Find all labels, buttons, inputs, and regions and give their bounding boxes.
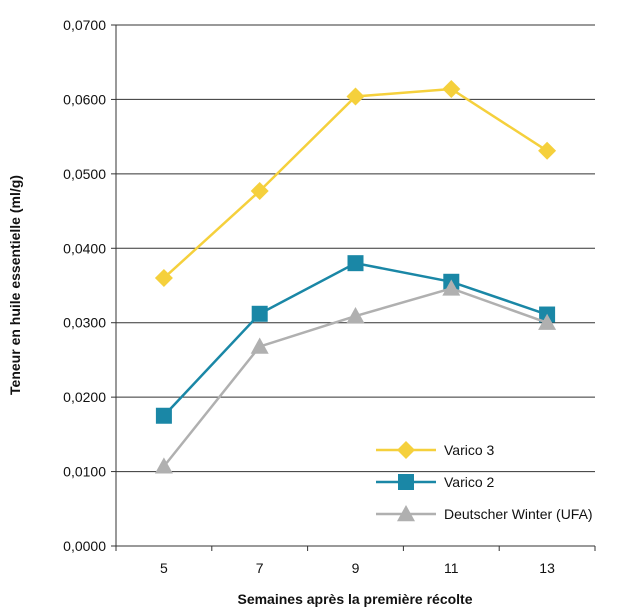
data-point <box>442 279 461 296</box>
series-1 <box>155 255 556 424</box>
x-ticks: 5 7 9 11 13 <box>115 546 596 576</box>
data-point <box>538 141 557 160</box>
data-point <box>346 307 365 324</box>
data-point <box>251 305 268 322</box>
data-point <box>250 337 269 354</box>
y-axis-title: Teneur en huile essentielle (ml/g) <box>7 175 23 395</box>
legend-label: Varico 2 <box>444 474 495 490</box>
data-point <box>538 313 557 330</box>
x-tick-label: 13 <box>539 560 555 576</box>
y-tick-label: 0,0300 <box>63 315 106 331</box>
data-point <box>442 80 461 99</box>
legend-marker <box>398 474 414 490</box>
legend-label: Deutscher Winter (UFA) <box>444 506 593 522</box>
series-0 <box>154 80 557 288</box>
series-2 <box>154 279 557 474</box>
data-point <box>154 457 173 474</box>
data-point <box>154 269 173 288</box>
y-tick-label: 0,0000 <box>63 538 106 554</box>
legend-item: Varico 3 <box>376 441 495 459</box>
axes <box>115 25 595 547</box>
legend: Varico 3 Varico 2 Deutscher Winter (UFA) <box>376 441 593 522</box>
x-tick-label: 5 <box>160 560 168 576</box>
legend-item: Varico 2 <box>376 474 495 490</box>
data-point <box>347 255 364 272</box>
x-tick-label: 7 <box>256 560 264 576</box>
data-point <box>155 407 172 424</box>
data-point <box>250 181 269 200</box>
y-tick-label: 0,0500 <box>63 166 106 182</box>
x-tick-label: 9 <box>352 560 360 576</box>
x-tick-label: 11 <box>444 560 459 576</box>
series-group <box>154 80 557 474</box>
y-tick-label: 0,0100 <box>63 464 106 480</box>
y-tick-label: 0,0700 <box>63 17 106 33</box>
legend-marker <box>397 441 415 459</box>
legend-item: Deutscher Winter (UFA) <box>376 505 593 522</box>
y-tick-label: 0,0600 <box>63 91 106 107</box>
data-point <box>346 87 365 106</box>
legend-label: Varico 3 <box>444 442 495 458</box>
y-ticks: 0,0000 0,0100 0,0200 0,0300 0,0400 0,0500 0,06… <box>63 17 116 554</box>
legend-marker <box>397 505 415 522</box>
y-tick-label: 0,0400 <box>63 240 106 256</box>
y-tick-label: 0,0200 <box>63 389 106 405</box>
x-axis-title: Semaines après la première récolte <box>237 591 472 607</box>
series-line <box>163 87 548 279</box>
